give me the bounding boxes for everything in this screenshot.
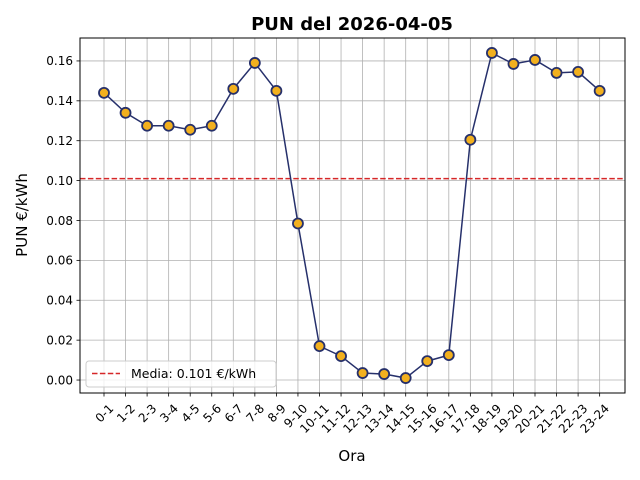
- data-point: [292, 217, 304, 230]
- data-point: [141, 119, 154, 132]
- data-point: [442, 349, 455, 362]
- data-points: [98, 47, 606, 384]
- data-point: [464, 133, 477, 146]
- y-tick-label: 0.12: [46, 134, 73, 148]
- data-point: [98, 86, 110, 99]
- data-point: [313, 340, 326, 353]
- x-axis-label: Ora: [338, 447, 365, 465]
- data-point: [205, 119, 218, 132]
- data-point: [421, 355, 434, 367]
- y-tick-label: 0.16: [46, 54, 73, 68]
- data-point: [593, 84, 606, 97]
- y-axis-label: PUN €/kWh: [13, 173, 31, 257]
- data-point: [356, 367, 369, 379]
- data-point: [184, 123, 197, 136]
- data-point: [529, 54, 541, 66]
- legend-label-mean: Media: 0.101 €/kWh: [131, 366, 256, 381]
- data-point: [572, 66, 584, 78]
- y-tick-label: 0.02: [46, 333, 73, 347]
- data-point: [270, 84, 283, 97]
- y-tick-label: 0.04: [46, 294, 73, 308]
- y-tick-label: 0.14: [46, 94, 73, 108]
- y-tick-label: 0.00: [46, 373, 73, 387]
- data-point: [378, 368, 391, 380]
- data-point: [248, 57, 261, 69]
- data-point: [507, 58, 520, 70]
- chart-title: PUN del 2026-04-05: [251, 14, 453, 35]
- data-point: [399, 372, 412, 384]
- plot-frame: [79, 37, 626, 394]
- y-tick-label: 0.10: [46, 174, 73, 188]
- data-point: [485, 47, 498, 59]
- grid: [80, 38, 625, 393]
- legend: Media: 0.101 €/kWh: [85, 360, 277, 388]
- y-tick-label: 0.06: [46, 254, 73, 268]
- data-point: [227, 82, 240, 95]
- y-axis-ticks: 0.00 0.02 0.04 0.06 0.08 0.10 0.12 0.14 0.16: [46, 54, 80, 387]
- data-point: [335, 350, 347, 363]
- data-point: [119, 106, 132, 119]
- data-point: [162, 119, 175, 132]
- legend-box: [85, 360, 277, 388]
- data-point: [550, 67, 563, 79]
- y-tick-label: 0.08: [46, 214, 73, 228]
